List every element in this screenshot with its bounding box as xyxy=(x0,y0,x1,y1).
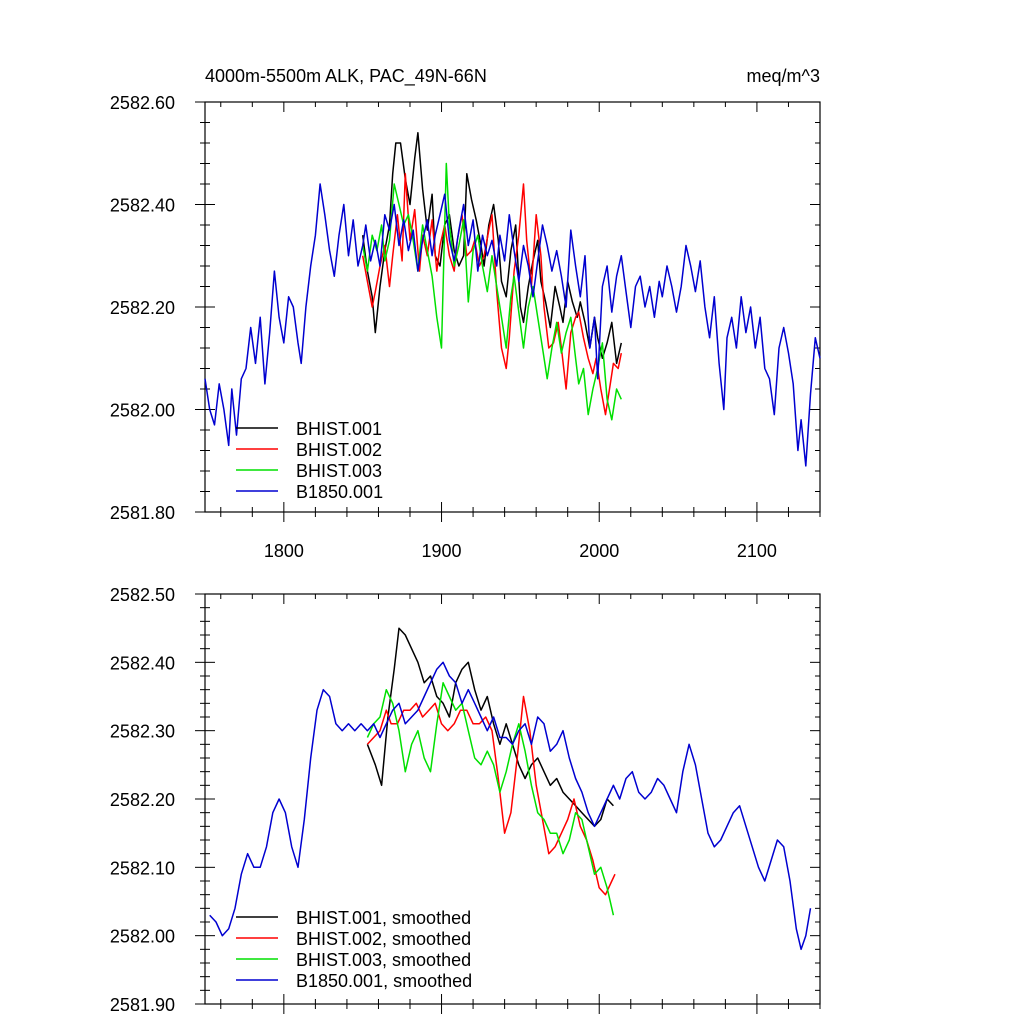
x-tick-label: 2000 xyxy=(579,541,619,561)
y-tick-label: 2582.50 xyxy=(110,585,175,605)
y-tick-label: 2582.40 xyxy=(110,196,175,216)
y-tick-label: 2582.40 xyxy=(110,653,175,673)
series-line-bhist-002 xyxy=(361,172,623,416)
y-tick-label: 2582.30 xyxy=(110,722,175,742)
y-tick-label: 2582.00 xyxy=(110,927,175,947)
y-tick-label: 2582.60 xyxy=(110,93,175,113)
series-line-bhist-002-smoothed xyxy=(366,695,616,896)
y-tick-label: 2582.00 xyxy=(110,401,175,421)
series-line-bhist-003 xyxy=(361,162,622,421)
legend-label: B1850.001, smoothed xyxy=(296,971,472,991)
legend-label: BHIST.001, smoothed xyxy=(296,908,471,928)
y-tick-label: 2581.90 xyxy=(110,995,175,1015)
x-tick-label: 1800 xyxy=(264,541,304,561)
units-label: meq/m^3 xyxy=(747,66,820,86)
legend-label: B1850.001 xyxy=(296,482,383,502)
x-tick-label: 1900 xyxy=(422,541,462,561)
series-line-bhist-003-smoothed xyxy=(366,682,615,916)
legend-label: BHIST.002 xyxy=(296,440,382,460)
legend-label: BHIST.003 xyxy=(296,461,382,481)
y-tick-label: 2582.20 xyxy=(110,298,175,318)
bottom-panel: 2581.90 2582.00 2582.10 2582.20 2582.30 2582.… xyxy=(110,585,821,1015)
series-line-b1850-001 xyxy=(204,183,821,467)
series-line-b1850-001-smoothed xyxy=(209,661,812,951)
top-panel: 4000m-5500m ALK, PAC_49N-66N meq/m^3 180… xyxy=(110,66,821,561)
legend-label: BHIST.001 xyxy=(296,419,382,439)
legend-label: BHIST.003, smoothed xyxy=(296,950,471,970)
legend-label: BHIST.002, smoothed xyxy=(296,929,471,949)
chart-title: 4000m-5500m ALK, PAC_49N-66N xyxy=(205,66,487,87)
y-tick-label: 2582.10 xyxy=(110,858,175,878)
y-tick-label: 2581.80 xyxy=(110,503,175,523)
y-tick-label: 2582.20 xyxy=(110,790,175,810)
x-tick-label: 2100 xyxy=(737,541,777,561)
